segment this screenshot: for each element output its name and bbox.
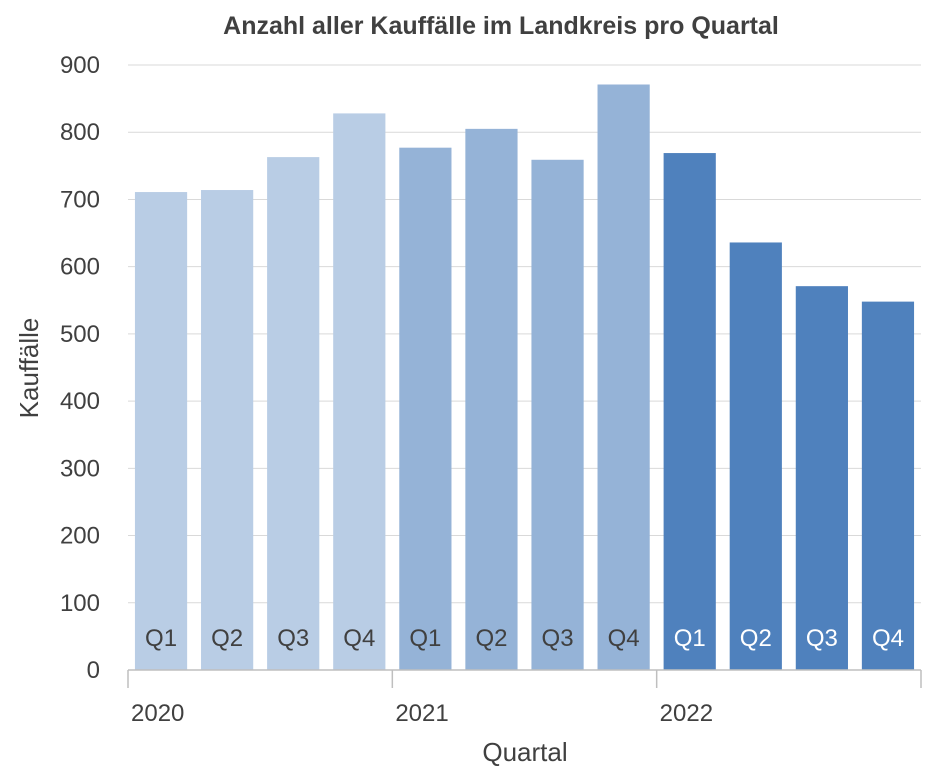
x-axis-label: Quartal: [482, 737, 567, 767]
quarter-label: Q3: [277, 625, 309, 652]
bar-2021-Q3: [531, 159, 584, 671]
year-label-2021: 2021: [395, 700, 448, 727]
y-tick-label: 700: [60, 186, 100, 213]
quarter-label: Q3: [806, 625, 838, 652]
y-tick-label: 900: [60, 52, 100, 79]
y-tick-label: 0: [87, 657, 100, 684]
year-label-2022: 2022: [660, 700, 713, 727]
bar-2021-Q1: [399, 147, 452, 670]
quarter-label: Q2: [211, 625, 243, 652]
bar-2022-Q2: [729, 242, 782, 670]
y-tick-label: 300: [60, 455, 100, 482]
y-tick-label: 100: [60, 590, 100, 617]
chart-title: Anzahl aller Kauffälle im Landkreis pro …: [223, 12, 779, 40]
quarter-label: Q3: [542, 625, 574, 652]
bar-2020-Q3: [267, 157, 320, 670]
bar-2021-Q4: [597, 84, 650, 670]
bar-2021-Q2: [465, 128, 518, 671]
quarter-label: Q4: [608, 625, 640, 652]
quarter-label: Q1: [674, 625, 706, 652]
quarter-label: Q4: [343, 625, 375, 652]
quarter-label: Q2: [740, 625, 772, 652]
quarter-label: Q4: [872, 625, 904, 652]
gridlines: [128, 64, 921, 604]
y-axis-ticks: 0 100 200 300 400 500 600 700 800 900: [60, 52, 100, 684]
y-tick-label: 600: [60, 254, 100, 281]
bar-2022-Q3: [795, 286, 848, 670]
y-tick-label: 500: [60, 321, 100, 348]
quarter-labels: Q1 Q2 Q3 Q4 Q1 Q2 Q3 Q4 Q1 Q2 Q3 Q4: [145, 625, 904, 652]
y-axis-label: Kauffälle: [14, 318, 44, 419]
year-label-2020: 2020: [131, 700, 184, 727]
bar-2022-Q1: [663, 153, 716, 671]
x-axis: [127, 669, 922, 688]
quarter-label: Q1: [409, 625, 441, 652]
bar-2020-Q4: [333, 113, 386, 670]
bar-2022-Q4: [861, 301, 915, 670]
y-tick-label: 400: [60, 388, 100, 415]
bar-2020-Q2: [201, 190, 254, 671]
year-labels: 2020 2021 2022: [131, 700, 713, 727]
bar-2020-Q1: [134, 192, 188, 671]
quarter-label: Q2: [475, 625, 507, 652]
bars: [134, 84, 915, 671]
y-tick-label: 800: [60, 119, 100, 146]
quarter-label: Q1: [145, 625, 177, 652]
y-tick-label: 200: [60, 523, 100, 550]
